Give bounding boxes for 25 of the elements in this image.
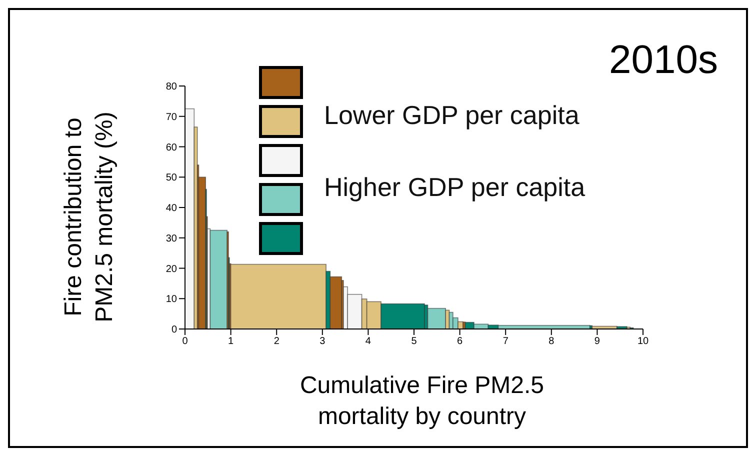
y-tick-label: 30 (166, 233, 178, 244)
x-tick-label: 9 (594, 336, 600, 348)
y-tick-label: 20 (166, 264, 178, 275)
chart-title: 2010s (609, 38, 718, 83)
x-tick-label: 7 (502, 336, 509, 348)
y-tick-label: 80 (166, 82, 178, 93)
x-axis-title: Cumulative Fire PM2.5 mortality by country (298, 371, 546, 432)
x-tick-label: 0 (182, 336, 188, 348)
x-tick-label: 1 (228, 336, 234, 348)
x-tick-label: 6 (457, 336, 464, 348)
x-tick-label: 5 (411, 336, 418, 348)
y-tick-label: 60 (166, 142, 178, 154)
annotation: Higher GDP per capita (324, 172, 586, 203)
x-tick-label: 2 (274, 336, 280, 348)
y-tick-label: 0 (171, 324, 178, 336)
x-tick-label: 8 (548, 336, 555, 348)
y-tick-label: 50 (166, 172, 178, 184)
x-tick-label: 3 (320, 336, 326, 348)
y-tick-label: 40 (166, 203, 178, 214)
x-tick-label: 10 (637, 336, 649, 348)
x-tick-label: 4 (365, 336, 372, 348)
y-tick-label: 10 (166, 294, 178, 306)
y-axis-title: Fire contribution to PM2.5 mortality (%) (59, 110, 119, 324)
y-tick-label: 70 (166, 112, 178, 123)
annotation: Lower GDP per capita (324, 100, 580, 131)
